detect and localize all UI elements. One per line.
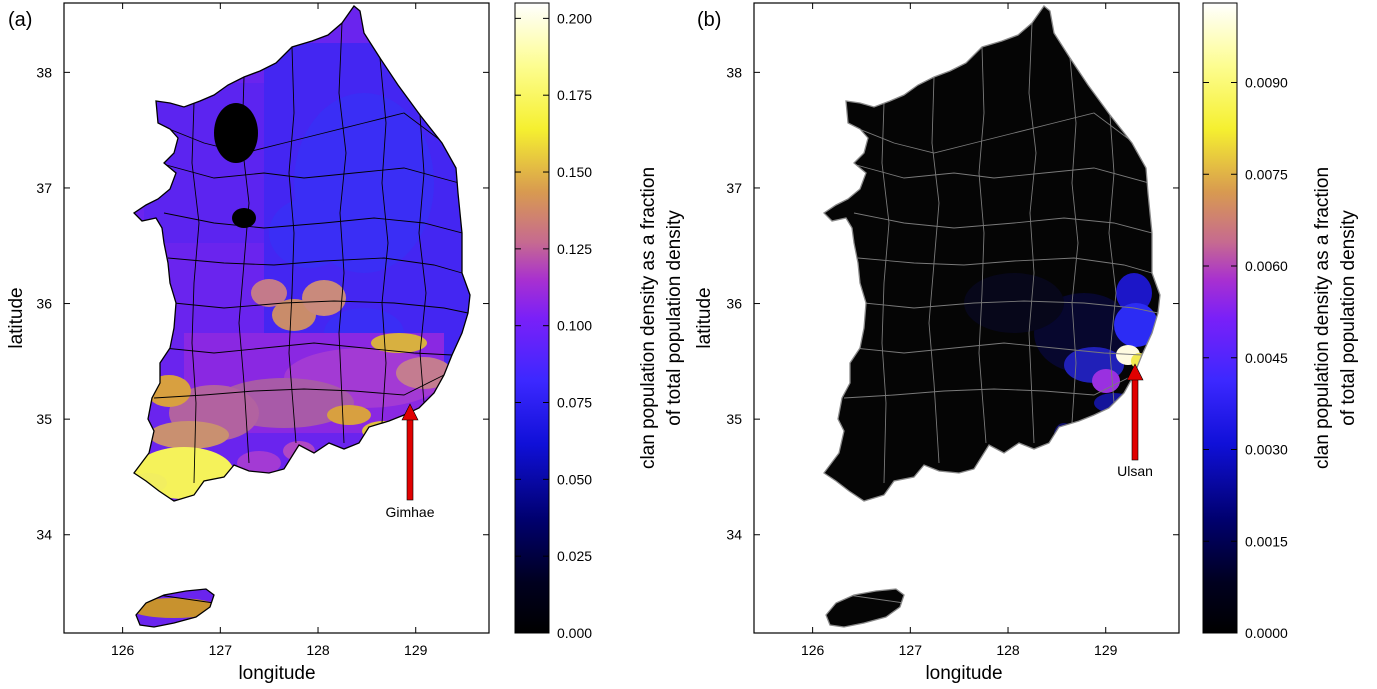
panel-a-y-ticks: 34 35 36 37 38 — [36, 64, 489, 543]
colorbar-tick-label: 0.0075 — [1245, 166, 1288, 182]
y-tick-label: 37 — [36, 180, 52, 196]
panel-a-boundaries — [143, 22, 469, 604]
panel-a-map — [134, 6, 470, 627]
panel-b-boundaries — [833, 22, 1159, 604]
x-tick-label: 126 — [801, 642, 825, 658]
colorbar-tick-label: 0.175 — [557, 87, 592, 103]
colorbar-tick-label: 0.200 — [557, 10, 592, 26]
panel-b-label: (b) — [697, 9, 721, 31]
panel-b-annotation-text: Ulsan — [1117, 463, 1153, 479]
y-tick-label: 38 — [36, 64, 52, 80]
panel-b-annotation: Ulsan — [1117, 363, 1153, 479]
panel-b-colorbar-label-line1: clan population density as a fraction — [1312, 167, 1333, 469]
colorbar-tick-label: 0.125 — [557, 241, 592, 257]
colorbar-tick-label: 0.075 — [557, 395, 592, 411]
panel-a-label: (a) — [8, 9, 32, 31]
colorbar-tick-label: 0.0015 — [1245, 533, 1288, 549]
colorbar-tick-label: 0.0000 — [1245, 625, 1288, 641]
panel-b-map — [824, 6, 1160, 627]
panel-b-colorbar — [1202, 2, 1238, 634]
colorbar-tick-label: 0.150 — [557, 164, 592, 180]
y-tick-label: 38 — [726, 64, 742, 80]
x-tick-label: 129 — [404, 642, 428, 658]
x-tick-label: 128 — [306, 642, 330, 658]
panel-a-xlabel: longitude — [238, 663, 315, 684]
panel-a-colorbar-label-line2: of total population density — [664, 210, 685, 426]
panel-a-axes — [63, 2, 490, 634]
y-tick-label: 34 — [726, 527, 742, 543]
panel-a-colorbar-label-line1: clan population density as a fraction — [638, 167, 659, 469]
y-tick-label: 35 — [726, 411, 742, 427]
panel-b-xlabel: longitude — [925, 663, 1002, 684]
x-tick-label: 126 — [111, 642, 135, 658]
panel-a-annotation-text: Gimhae — [385, 504, 434, 520]
y-tick-label: 34 — [36, 527, 52, 543]
panel-a-colorbar — [514, 2, 550, 634]
colorbar-tick-label: 0.0090 — [1245, 75, 1288, 91]
y-tick-label: 36 — [726, 296, 742, 312]
colorbar-tick-label: 0.050 — [557, 471, 592, 487]
colorbar-tick-label: 0.100 — [557, 318, 592, 334]
panel-a-ylabel: latitude — [6, 287, 27, 348]
y-tick-label: 35 — [36, 411, 52, 427]
panel-b-x-ticks: 126 127 128 129 — [801, 3, 1118, 658]
x-tick-label: 129 — [1094, 642, 1118, 658]
panel-a: 126 127 128 129 34 35 36 37 38 (a) longitude la… — [6, 2, 685, 684]
colorbar-tick-label: 0.0060 — [1245, 258, 1288, 274]
x-tick-label: 128 — [996, 642, 1020, 658]
colorbar-tick-label: 0.025 — [557, 548, 592, 564]
panel-b-y-ticks: 34 35 36 37 38 — [726, 64, 1179, 543]
colorbar-tick-label: 0.0030 — [1245, 442, 1288, 458]
panel-a-x-ticks: 126 127 128 129 — [111, 3, 428, 658]
panel-b-colorbar-label-line2: of total population density — [1338, 210, 1359, 426]
x-tick-label: 127 — [209, 642, 233, 658]
panel-b-ylabel: latitude — [694, 287, 715, 348]
panel-a-colorbar-ticks: 0.000 0.025 0.050 0.075 0.100 0.125 0.150 0.175… — [515, 10, 592, 641]
colorbar-tick-label: 0.000 — [557, 625, 592, 641]
panel-a-annotation: Gimhae — [385, 403, 435, 520]
panel-b-colorbar-ticks: 0.0000 0.0015 0.0030 0.0045 0.0060 0.0075 0.00… — [1203, 75, 1288, 641]
x-tick-label: 127 — [899, 642, 923, 658]
panel-b-axes — [753, 2, 1180, 634]
panel-b: 126 127 128 129 34 35 36 37 38 (b) longitude la… — [694, 2, 1359, 684]
y-tick-label: 37 — [726, 180, 742, 196]
colorbar-tick-label: 0.0045 — [1245, 350, 1288, 366]
y-tick-label: 36 — [36, 296, 52, 312]
